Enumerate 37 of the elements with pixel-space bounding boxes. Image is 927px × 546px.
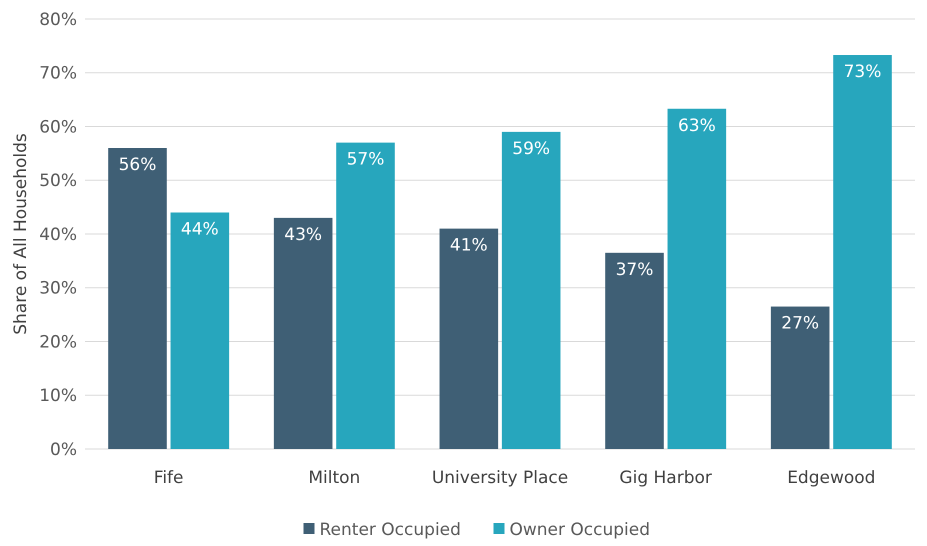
- bar: [605, 252, 664, 449]
- y-tick-label: 70%: [39, 64, 77, 84]
- y-tick-label: 20%: [39, 332, 77, 352]
- data-label: 41%: [450, 236, 488, 256]
- x-tick-label: University Place: [432, 468, 568, 488]
- y-tick-label: 40%: [39, 224, 77, 245]
- x-tick-label: Gig Harbor: [619, 468, 712, 488]
- y-tick-label: 10%: [39, 386, 77, 406]
- bar: [502, 132, 560, 449]
- y-axis-title: Share of All Households: [11, 133, 31, 335]
- y-tick-label: 50%: [39, 171, 77, 192]
- bar: [833, 55, 892, 449]
- data-label: 73%: [844, 62, 882, 82]
- data-label: 27%: [781, 314, 820, 334]
- legend-label: Owner Occupied: [510, 520, 650, 540]
- x-tick-label: Fife: [154, 468, 184, 488]
- legend-label: Renter Occupied: [320, 520, 461, 540]
- y-tick-label: 30%: [39, 278, 77, 299]
- data-label: 59%: [512, 138, 550, 159]
- y-tick-label: 0%: [50, 440, 77, 460]
- bar: [108, 148, 167, 449]
- bar: [440, 228, 498, 449]
- bar: [170, 212, 230, 449]
- data-label: 63%: [678, 116, 716, 136]
- data-label: 56%: [118, 155, 156, 175]
- bar: [668, 108, 726, 449]
- y-tick-label: 60%: [39, 117, 77, 138]
- y-tick-label: 80%: [39, 10, 77, 30]
- data-label: 37%: [616, 260, 654, 280]
- data-label: 43%: [284, 224, 322, 245]
- data-label: 44%: [180, 220, 219, 240]
- x-tick-label: Milton: [308, 468, 360, 488]
- x-tick-label: Edgewood: [787, 468, 876, 488]
- bar: [770, 306, 830, 449]
- data-label: 57%: [346, 150, 384, 170]
- bar: [336, 142, 395, 449]
- bar: [274, 218, 332, 449]
